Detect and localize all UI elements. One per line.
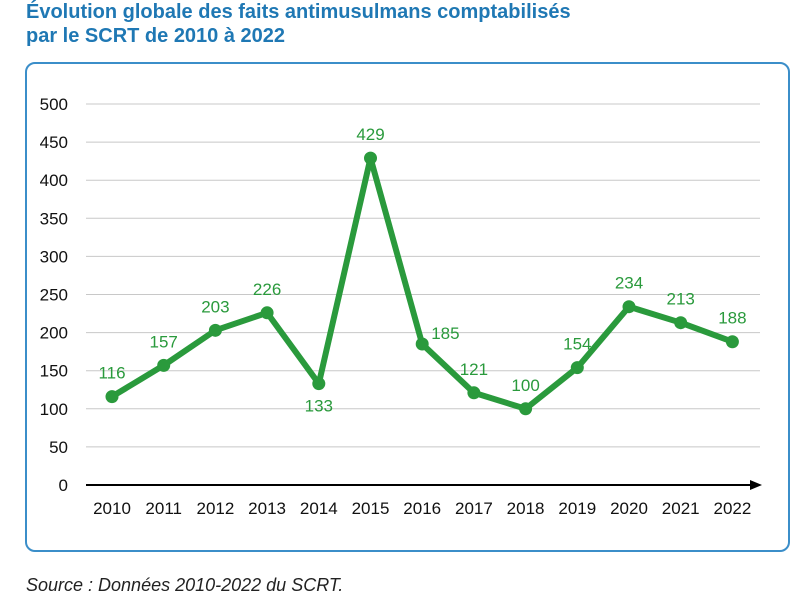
x-axis-arrow [750, 480, 762, 490]
y-tick-label: 0 [59, 476, 68, 495]
y-tick-label: 450 [40, 133, 68, 152]
y-tick-label: 50 [49, 438, 68, 457]
data-label: 157 [150, 332, 178, 351]
x-tick-label: 2012 [196, 499, 234, 518]
x-tick-label: 2015 [352, 499, 390, 518]
data-point [415, 337, 429, 351]
chart-frame [25, 62, 790, 552]
chart-title-line-1: Évolution globale des faits antimusulman… [26, 1, 571, 23]
y-tick-label: 400 [40, 171, 68, 190]
data-point [364, 151, 377, 165]
x-tick-label: 2017 [455, 499, 493, 518]
data-label: 188 [718, 309, 746, 328]
data-point [570, 361, 584, 375]
data-point [208, 323, 222, 337]
y-tick-label: 100 [40, 400, 68, 419]
x-tick-label: 2013 [248, 499, 286, 518]
x-tick-label: 2021 [662, 499, 700, 518]
x-tick-label: 2018 [507, 499, 545, 518]
x-tick-label: 2019 [558, 499, 596, 518]
data-label: 100 [511, 376, 539, 395]
y-tick-label: 150 [40, 362, 68, 381]
y-tick-label: 300 [40, 247, 68, 266]
data-point [519, 402, 533, 416]
x-tick-label: 2014 [300, 499, 338, 518]
data-point [725, 335, 739, 349]
data-point [467, 386, 481, 400]
x-tick-label: 2011 [145, 499, 182, 518]
data-point [622, 300, 636, 314]
data-point [260, 306, 274, 320]
data-label: 429 [356, 125, 384, 144]
source-note: Source : Données 2010-2022 du SCRT. [26, 575, 344, 595]
chart-title: Évolution globale des faits antimusulman… [26, 0, 571, 48]
data-label: 203 [201, 297, 229, 316]
data-label: 185 [431, 324, 459, 343]
y-tick-label: 500 [40, 95, 68, 114]
data-label: 133 [305, 397, 333, 416]
y-tick-label: 350 [40, 209, 68, 228]
data-label: 116 [98, 364, 125, 383]
data-point [105, 390, 119, 404]
data-label: 213 [667, 290, 695, 309]
data-label: 226 [253, 280, 281, 299]
data-label: 234 [615, 274, 643, 293]
data-point [674, 316, 688, 330]
x-tick-label: 2016 [403, 499, 441, 518]
data-label: 154 [563, 335, 591, 354]
x-tick-label: 2010 [93, 499, 131, 518]
chart-title-line-2: par le SCRT de 2010 à 2022 [26, 25, 286, 47]
data-point [157, 358, 171, 372]
y-tick-label: 250 [40, 286, 68, 305]
data-label: 121 [460, 360, 488, 379]
x-tick-label: 2020 [610, 499, 648, 518]
x-tick-label: 2022 [713, 499, 751, 518]
y-tick-label: 200 [40, 324, 68, 343]
data-point [312, 377, 326, 391]
